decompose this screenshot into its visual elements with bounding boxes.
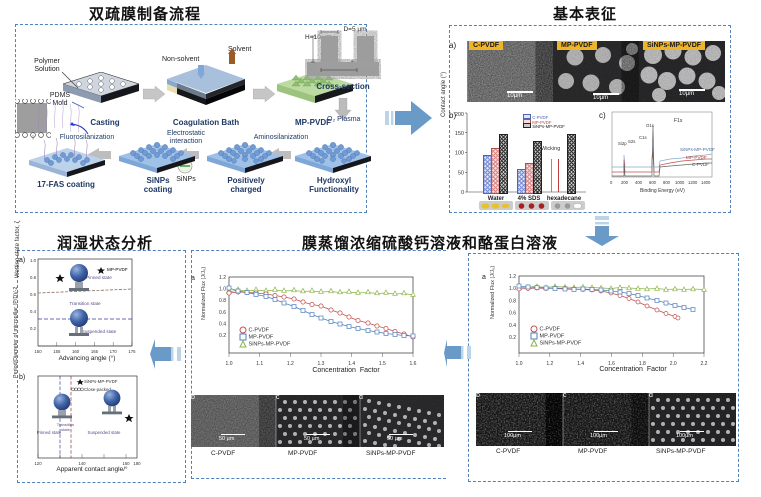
svg-text:SiNPs-MP-PVDF: SiNPs-MP-PVDF (84, 379, 118, 384)
svg-text:Suspended state: Suspended state (88, 430, 122, 435)
svg-text:1.2: 1.2 (219, 275, 226, 281)
svg-text:160: 160 (72, 349, 80, 354)
svg-text:S2s: S2s (628, 139, 635, 144)
svg-text:state: state (61, 427, 70, 432)
svg-text:170: 170 (110, 349, 118, 354)
svg-text:165: 165 (91, 349, 99, 354)
svg-text:150: 150 (455, 131, 464, 137)
svg-text:600: 600 (649, 180, 657, 185)
svg-text:1.6: 1.6 (410, 361, 417, 367)
svg-text:Si2p: Si2p (618, 141, 627, 146)
svg-text:MP-PVDF: MP-PVDF (107, 267, 128, 272)
svg-text:100: 100 (455, 151, 464, 157)
svg-text:0: 0 (610, 180, 613, 185)
svg-text:Transition state: Transition state (69, 301, 101, 306)
svg-text:0.8: 0.8 (30, 275, 37, 280)
svg-text:50: 50 (458, 170, 464, 176)
svg-text:200: 200 (621, 180, 629, 185)
svg-text:1200: 1200 (688, 180, 698, 185)
svg-text:0.2: 0.2 (509, 335, 516, 341)
svg-text:1.0: 1.0 (30, 258, 37, 263)
svg-text:150: 150 (34, 349, 42, 354)
svg-text:0.6: 0.6 (219, 310, 226, 316)
svg-text:0.2: 0.2 (30, 326, 37, 331)
svg-text:F1s: F1s (674, 118, 683, 124)
svg-text:0.8: 0.8 (219, 298, 226, 304)
svg-text:Pinned state: Pinned state (37, 430, 62, 435)
svg-text:SiNPs-MP-PVDF: SiNPs-MP-PVDF (680, 147, 715, 152)
svg-text:1.0: 1.0 (509, 286, 516, 292)
svg-text:200: 200 (455, 112, 464, 118)
svg-text:120: 120 (34, 461, 42, 466)
svg-text:0.6: 0.6 (30, 292, 37, 297)
svg-text:0.4: 0.4 (509, 323, 516, 329)
svg-text:400: 400 (635, 180, 643, 185)
svg-text:800: 800 (663, 180, 671, 185)
svg-text:0.2: 0.2 (219, 333, 226, 339)
svg-text:0.6: 0.6 (509, 311, 516, 317)
svg-text:C-PVDF: C-PVDF (692, 162, 709, 167)
svg-text:1000: 1000 (675, 180, 685, 185)
svg-text:C1s: C1s (639, 135, 647, 140)
svg-text:1400: 1400 (701, 180, 711, 185)
svg-text:0.4: 0.4 (30, 309, 37, 314)
svg-text:0: 0 (461, 190, 464, 196)
svg-text:1.0: 1.0 (226, 361, 233, 367)
svg-text:1.0: 1.0 (219, 287, 226, 293)
svg-text:O1s: O1s (646, 123, 654, 128)
svg-text:1.2: 1.2 (546, 361, 553, 367)
svg-text:Binding Energy (eV): Binding Energy (eV) (640, 188, 685, 194)
svg-text:1.0: 1.0 (516, 361, 523, 367)
svg-text:155: 155 (53, 349, 61, 354)
svg-text:175: 175 (128, 349, 136, 354)
svg-text:0.8: 0.8 (509, 298, 516, 304)
svg-text:0.4: 0.4 (219, 321, 226, 327)
svg-text:MP-PVDF: MP-PVDF (686, 155, 707, 160)
svg-text:1.2: 1.2 (509, 274, 516, 280)
svg-text:1.1: 1.1 (256, 361, 263, 367)
